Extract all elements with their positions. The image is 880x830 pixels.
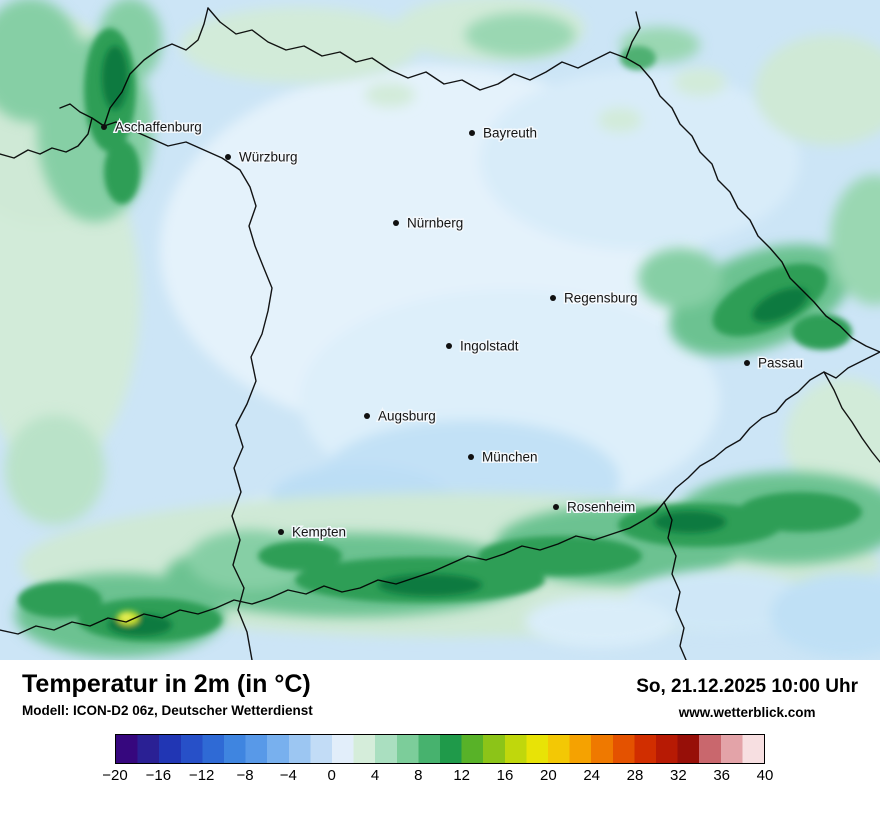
colorbar-block: −20 −16 −12 −8 −4 0 4 8 12 16 20 24 28 32 36 40: [102, 734, 773, 789]
city-label-kempten: Kempten: [292, 525, 346, 540]
page-title: Temperatur in 2m (in °C): [22, 670, 311, 698]
footer: Temperatur in 2m (in °C) Modell: ICON-D2…: [0, 660, 880, 830]
city-dot-würzburg: [225, 154, 231, 160]
border-inn-east: [823, 371, 880, 463]
city-label-rosenheim: Rosenheim: [567, 500, 635, 515]
colorbar-tick-labels: −20 −16 −12 −8 −4 0 4 8 12 16 20 24 28 32 36 40: [102, 767, 773, 789]
city-label-würzburg: Würzburg: [239, 150, 298, 165]
border-west: [59, 103, 273, 660]
city-markers: Aschaffenburg Würzburg Bayreuth Nürnberg Reg…: [101, 118, 805, 541]
border-northwest: [103, 7, 209, 127]
colorbar-tick: 32: [669, 767, 687, 784]
city-dot-nürnberg: [393, 220, 399, 226]
city-label-augsburg: Augsburg: [378, 409, 436, 424]
colorbar-tick: 16: [496, 767, 514, 784]
city-dot-passau: [744, 360, 750, 366]
border-left-branch: [0, 117, 93, 159]
border-north-fork: [625, 11, 641, 59]
colorbar-tick: −16: [145, 767, 172, 784]
weather-map: Aschaffenburg Würzburg Bayreuth Nürnberg Reg…: [0, 0, 880, 660]
city-dot-kempten: [278, 529, 284, 535]
city-label-bayreuth: Bayreuth: [483, 126, 537, 141]
colorbar-tick: 40: [756, 767, 774, 784]
valid-datetime: So, 21.12.2025 10:00 Uhr: [636, 676, 858, 697]
city-dot-rosenheim: [553, 504, 559, 510]
border-salzburg: [663, 501, 687, 660]
colorbar-tick: −20: [102, 767, 128, 784]
city-dot-augsburg: [364, 413, 370, 419]
city-dot-münchen: [468, 454, 474, 460]
city-label-nürnberg: Nürnberg: [407, 216, 463, 231]
temperature-map-canvas: Aschaffenburg Würzburg Bayreuth Nürnberg Reg…: [0, 0, 880, 660]
colorbar-tick: 12: [453, 767, 470, 784]
colorbar-tick: −8: [236, 767, 254, 784]
border-north-and-czech: [207, 7, 880, 353]
terrain-deepgreen-layer: [102, 46, 808, 636]
terrain-darkgreen-layer: [18, 28, 862, 642]
city-label-münchen: München: [482, 450, 538, 465]
city-label-passau: Passau: [758, 356, 803, 371]
colorbar-tick: 4: [370, 767, 380, 784]
city-dot-ingolstadt: [446, 343, 452, 349]
colorbar-tick: −12: [188, 767, 215, 784]
city-dot-regensburg: [550, 295, 556, 301]
colorbar-tick: 20: [539, 767, 557, 784]
colorbar-tick: 24: [583, 767, 600, 784]
city-dot-aschaffenburg: [101, 124, 107, 130]
city-dot-bayreuth: [469, 130, 475, 136]
border-austria: [0, 351, 880, 635]
temperature-colorbar: [115, 734, 765, 764]
city-label-regensburg: Regensburg: [564, 291, 638, 306]
terrain-valley-layer: [525, 570, 880, 657]
city-label-aschaffenburg: Aschaffenburg: [115, 120, 202, 135]
model-info: Modell: ICON-D2 06z, Deutscher Wetterdie…: [22, 702, 313, 718]
colorbar-tick: 0: [327, 767, 336, 784]
website-credit: www.wetterblick.com: [678, 705, 816, 720]
city-label-ingolstadt: Ingolstadt: [460, 339, 519, 354]
colorbar-tick: 28: [626, 767, 644, 784]
colorbar-tick: −4: [279, 767, 297, 784]
colorbar-tick: 36: [713, 767, 730, 784]
border-lines: [0, 7, 880, 660]
colorbar-tick: 8: [414, 767, 423, 784]
